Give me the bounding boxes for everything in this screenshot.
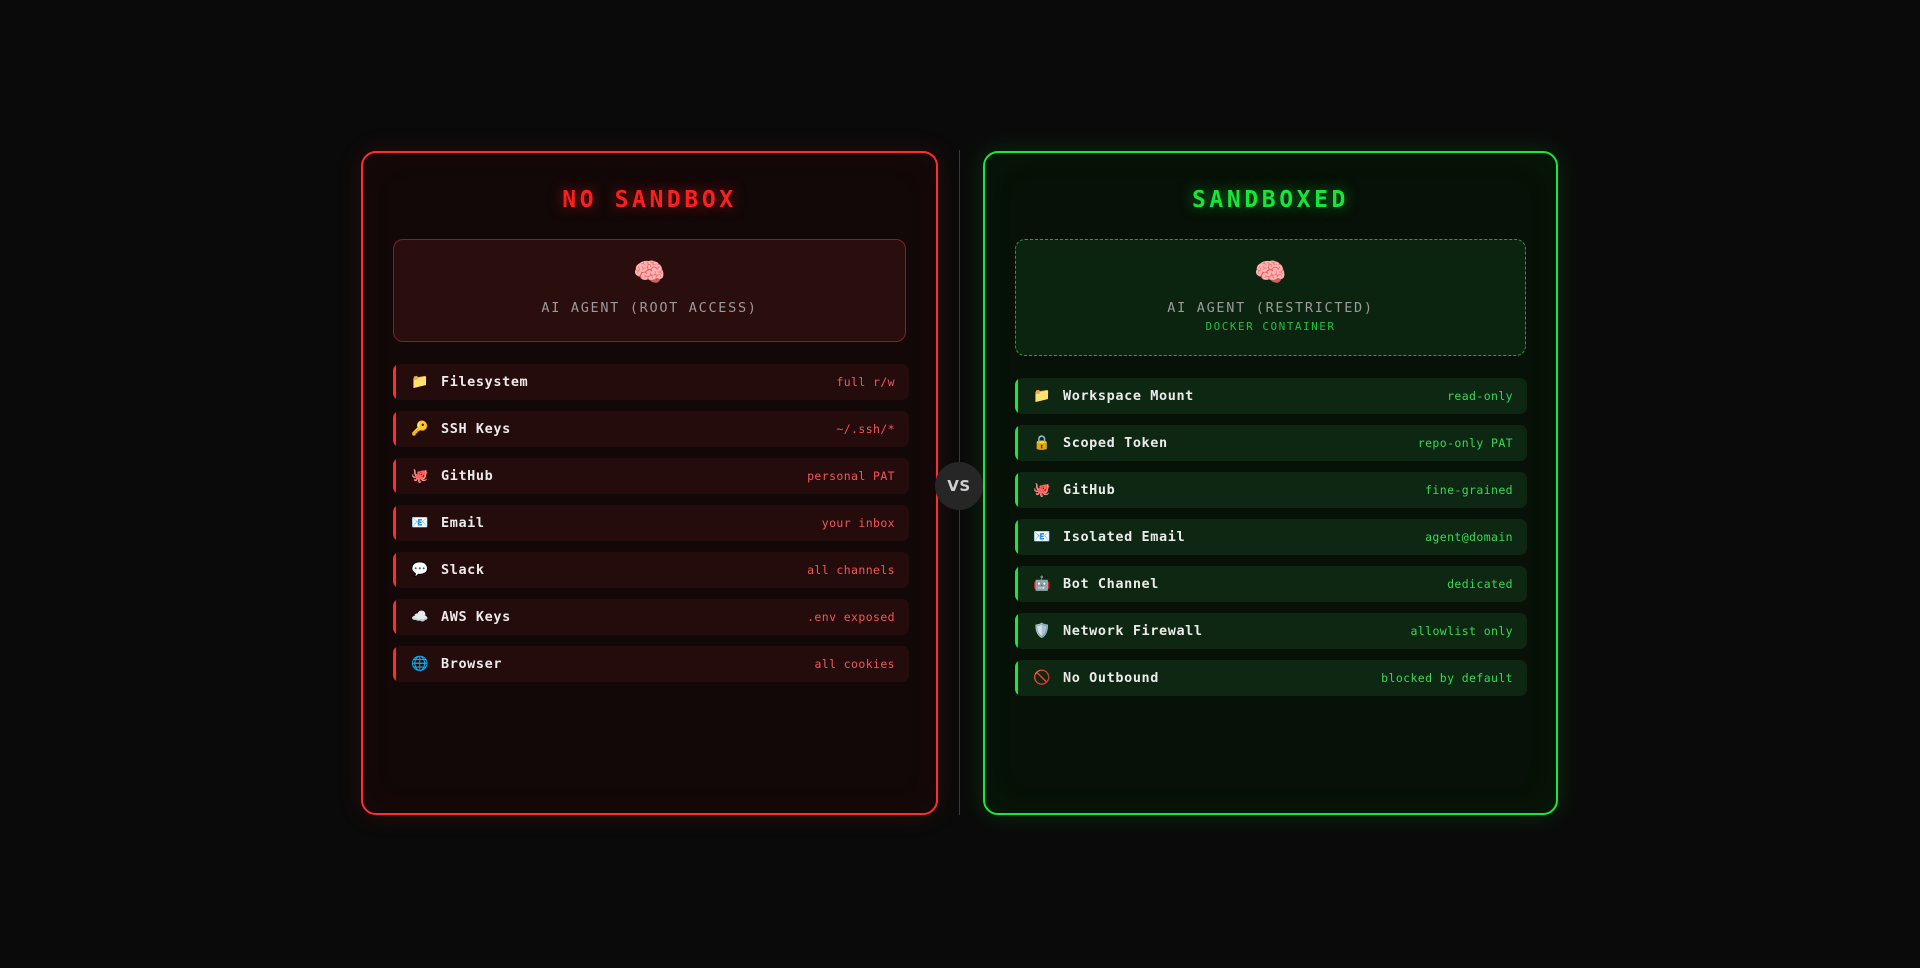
list-item-value: read-only — [1447, 389, 1513, 403]
list-item-label: Filesystem — [441, 374, 529, 390]
list-item-label: Browser — [441, 656, 503, 672]
panel-title-no-sandbox: NO SANDBOX — [562, 187, 737, 213]
agent-label-sandboxed: AI AGENT (RESTRICTED) — [1167, 300, 1374, 316]
agent-sublabel-sandboxed: DOCKER CONTAINER — [1205, 320, 1336, 333]
list-item-label: GitHub — [1063, 482, 1116, 498]
list-item-value: allowlist only — [1410, 624, 1513, 638]
list-item-value: full r/w — [836, 375, 895, 389]
list-item-value: ~/.ssh/* — [836, 422, 895, 436]
prohibited-icon: 🚫 — [1033, 670, 1051, 686]
key-icon: 🔑 — [411, 421, 429, 437]
list-item[interactable]: 💬 Slack all channels — [393, 552, 909, 588]
list-item-label: No Outbound — [1063, 670, 1160, 686]
list-item[interactable]: 📁 Filesystem full r/w — [393, 364, 909, 400]
speech-balloon-icon: 💬 — [411, 562, 429, 578]
list-item-label: Bot Channel — [1063, 576, 1160, 592]
panel-sandboxed: SANDBOXED 🧠 AI AGENT (RESTRICTED) DOCKER… — [983, 151, 1558, 815]
list-item-label: Email — [441, 515, 485, 531]
list-item-value: your inbox — [821, 516, 895, 530]
list-item-value: dedicated — [1447, 577, 1513, 591]
list-item[interactable]: ☁️ AWS Keys .env exposed — [393, 599, 909, 635]
agent-label-no-sandbox: AI AGENT (ROOT ACCESS) — [541, 300, 758, 316]
list-item-label: Isolated Email — [1063, 529, 1186, 545]
folder-icon: 📁 — [1033, 388, 1051, 404]
list-item-label: Network Firewall — [1063, 623, 1203, 639]
list-item-value: fine-grained — [1425, 483, 1513, 497]
agent-box-no-sandbox: 🧠 AI AGENT (ROOT ACCESS) — [393, 239, 906, 342]
list-item[interactable]: 🌐 Browser all cookies — [393, 646, 909, 682]
list-item[interactable]: 🚫 No Outbound blocked by default — [1015, 660, 1527, 696]
email-icon: 📧 — [1033, 529, 1051, 545]
brain-emoji-icon: 🧠 — [1254, 258, 1287, 288]
list-item[interactable]: 🛡️ Network Firewall allowlist only — [1015, 613, 1527, 649]
list-item[interactable]: 🤖 Bot Channel dedicated — [1015, 566, 1527, 602]
list-item[interactable]: 📧 Email your inbox — [393, 505, 909, 541]
list-item[interactable]: 📁 Workspace Mount read-only — [1015, 378, 1527, 414]
capability-list-no-sandbox: 📁 Filesystem full r/w 🔑 SSH Keys ~/.ssh/… — [393, 364, 909, 693]
list-item-value: personal PAT — [807, 469, 895, 483]
list-item-label: Workspace Mount — [1063, 388, 1194, 404]
list-item-value: all channels — [807, 563, 895, 577]
list-item-value: repo-only PAT — [1417, 436, 1513, 450]
list-item-value: agent@domain — [1425, 530, 1513, 544]
list-item-label: SSH Keys — [441, 421, 511, 437]
shield-icon: 🛡️ — [1033, 623, 1051, 639]
robot-icon: 🤖 — [1033, 576, 1051, 592]
globe-icon: 🌐 — [411, 656, 429, 672]
list-item-value: .env exposed — [807, 610, 895, 624]
list-item[interactable]: 🔒 Scoped Token repo-only PAT — [1015, 425, 1527, 461]
list-item-label: AWS Keys — [441, 609, 511, 625]
panel-no-sandbox: NO SANDBOX 🧠 AI AGENT (ROOT ACCESS) 📁 Fi… — [361, 151, 938, 815]
list-item-label: Scoped Token — [1063, 435, 1168, 451]
list-item[interactable]: 🐙 GitHub personal PAT — [393, 458, 909, 494]
octopus-icon: 🐙 — [411, 468, 429, 484]
list-item-value: blocked by default — [1381, 671, 1513, 685]
octopus-icon: 🐙 — [1033, 482, 1051, 498]
email-icon: 📧 — [411, 515, 429, 531]
panel-title-sandboxed: SANDBOXED — [1191, 187, 1350, 213]
list-item-label: Slack — [441, 562, 485, 578]
brain-emoji-icon: 🧠 — [633, 258, 666, 288]
list-item-value: all cookies — [814, 657, 895, 671]
list-item-label: GitHub — [441, 468, 494, 484]
list-item[interactable]: 📧 Isolated Email agent@domain — [1015, 519, 1527, 555]
list-item[interactable]: 🐙 GitHub fine-grained — [1015, 472, 1527, 508]
capability-list-sandboxed: 📁 Workspace Mount read-only 🔒 Scoped Tok… — [1015, 378, 1527, 707]
list-item[interactable]: 🔑 SSH Keys ~/.ssh/* — [393, 411, 909, 447]
folder-icon: 📁 — [411, 374, 429, 390]
agent-box-sandboxed: 🧠 AI AGENT (RESTRICTED) DOCKER CONTAINER — [1015, 239, 1526, 356]
lock-icon: 🔒 — [1033, 435, 1051, 451]
cloud-icon: ☁️ — [411, 609, 429, 625]
vs-badge: VS — [935, 462, 983, 510]
